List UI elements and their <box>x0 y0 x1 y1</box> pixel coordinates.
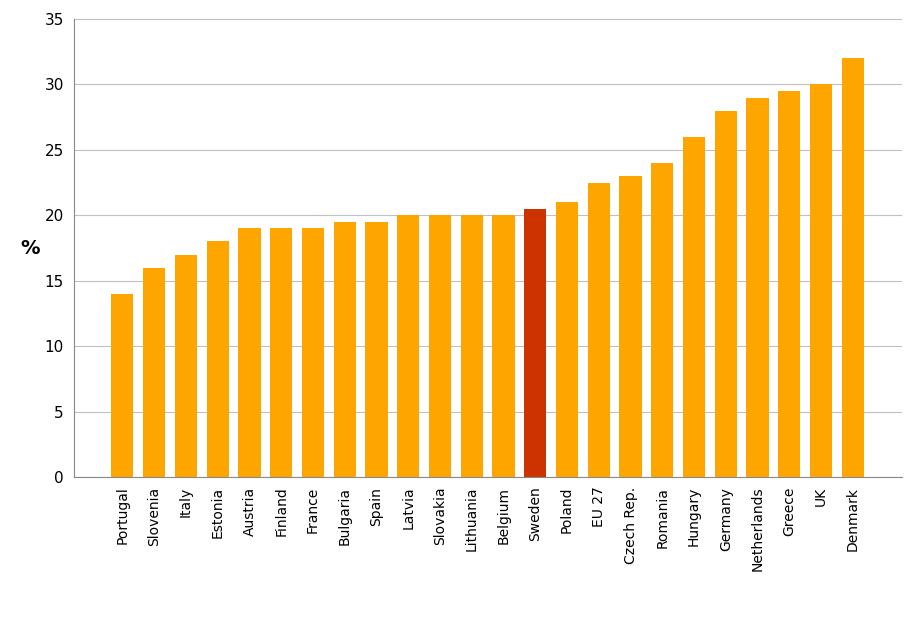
Y-axis label: %: % <box>21 238 40 258</box>
Bar <box>714 111 736 477</box>
Bar <box>460 216 482 477</box>
Bar <box>587 183 609 477</box>
Bar <box>142 268 165 477</box>
Bar <box>777 91 800 477</box>
Bar <box>841 59 863 477</box>
Bar <box>618 176 641 477</box>
Bar <box>334 222 356 477</box>
Bar <box>682 137 704 477</box>
Bar <box>206 242 229 477</box>
Bar <box>111 294 133 477</box>
Bar <box>745 97 768 477</box>
Bar <box>397 216 419 477</box>
Bar <box>524 209 546 477</box>
Bar <box>238 228 260 477</box>
Bar <box>651 163 673 477</box>
Bar <box>175 254 197 477</box>
Bar <box>365 222 387 477</box>
Bar <box>555 202 577 477</box>
Bar <box>492 216 514 477</box>
Bar <box>270 228 292 477</box>
Bar <box>428 216 450 477</box>
Bar <box>809 85 832 477</box>
Bar <box>301 228 323 477</box>
